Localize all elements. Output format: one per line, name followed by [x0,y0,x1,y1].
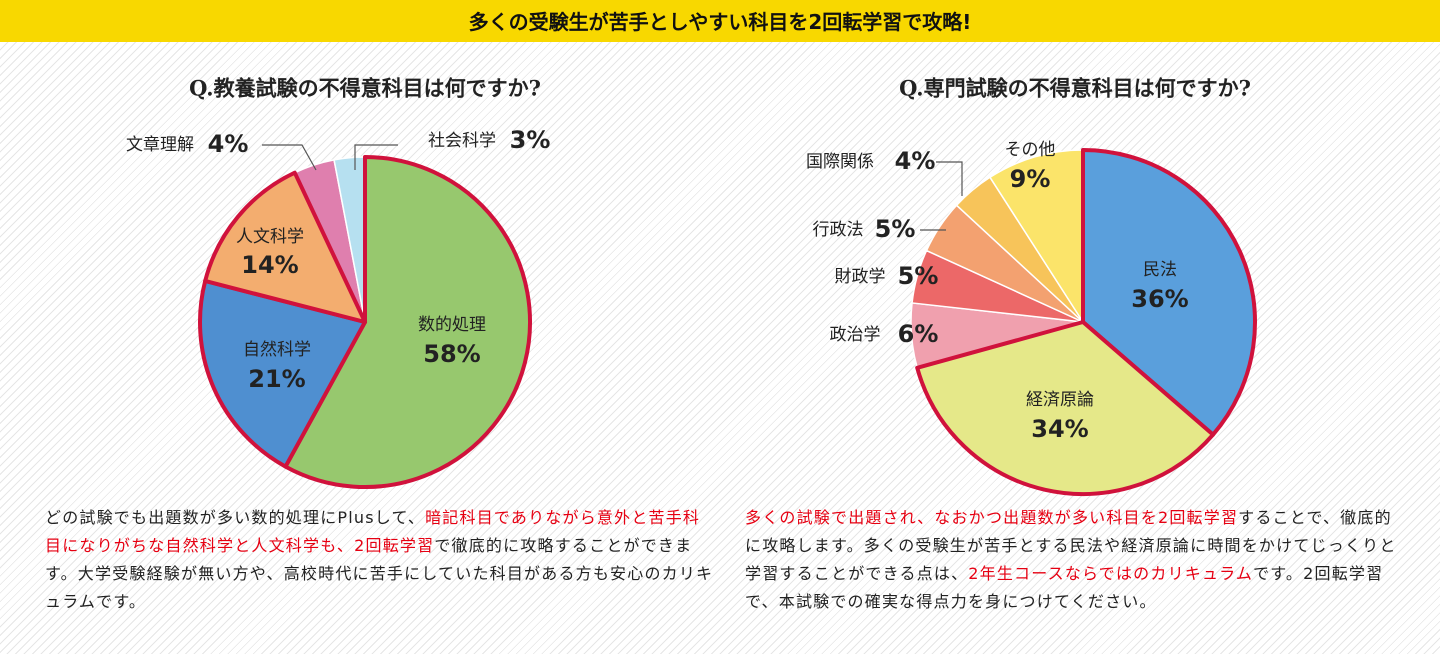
slice-label: 人文科学 [236,227,304,247]
slice-value: 36% [1131,285,1188,313]
slice-value: 6% [898,320,939,348]
leader-line [262,144,317,171]
banner: 多くの受験生が苦手としやすい科目を2回転学習で攻略! [0,0,1440,42]
slice-label: 国際関係 [806,152,874,172]
slice-label: 社会科学 [428,131,496,151]
slice-value: 21% [248,365,305,393]
slice-label: 文章理解 [126,135,194,155]
slice-label: 自然科学 [243,340,311,360]
note-text: 暗記科目でありながら意外と苦手科目になりがちな自然科学と人文科学も、2回転学習 [45,508,701,555]
note-text: 2年生コースならではのカリキュラム [968,564,1254,583]
slice-label: 数的処理 [418,315,486,335]
chart-title: Q.専門試験の不得意科目は何ですか? [899,76,1251,101]
slice-label: 行政法 [813,220,864,240]
slice-value: 58% [423,340,480,368]
slice-label: 民法 [1143,260,1177,280]
slice-label: その他 [1005,140,1056,160]
slice-value: 4% [208,130,249,158]
pie-slice [1081,148,1257,437]
note-text: することで、徹底的に攻略します。多くの受験生が苦手とする民法や経済原論に時間をか… [745,508,1397,583]
slice-value: 9% [1010,165,1051,193]
slice-label: 財政学 [835,267,886,287]
slice-value: 5% [875,215,916,243]
pie-slice [915,320,1215,496]
note: 多くの試験で出題され、なおかつ出題数が多い科目を2回転学習することで、徹底的に攻… [745,504,1405,616]
pie-slice [283,155,532,489]
note-text: です。2回転学習で、本試験での確実な得点力を身につけてください。 [745,564,1384,611]
pie-slice [203,170,367,324]
note: どの試験でも出題数が多い数的処理にPlusして、暗記科目でありながら意外と苦手科… [45,504,715,616]
slice-value: 3% [510,126,551,154]
slice-value: 4% [895,147,936,175]
slice-value: 5% [898,262,939,290]
note-text: 多くの試験で出題され、なおかつ出題数が多い科目を2回転学習 [745,508,1239,527]
note-text: で徹底的に攻略することができます。大学受験経験が無い方や、高校時代に苦手にしてい… [45,536,714,611]
note-text: どの試験でも出題数が多い数的処理にPlusして、 [45,508,426,527]
chart-title: Q.教養試験の不得意科目は何ですか? [189,76,541,101]
leader-line [936,161,963,196]
slice-value: 14% [241,251,298,279]
leader-line [354,144,398,170]
slice-label: 経済原論 [1026,390,1094,410]
slice-value: 34% [1031,415,1088,443]
pie-slice [198,278,367,469]
slice-label: 政治学 [830,325,881,345]
